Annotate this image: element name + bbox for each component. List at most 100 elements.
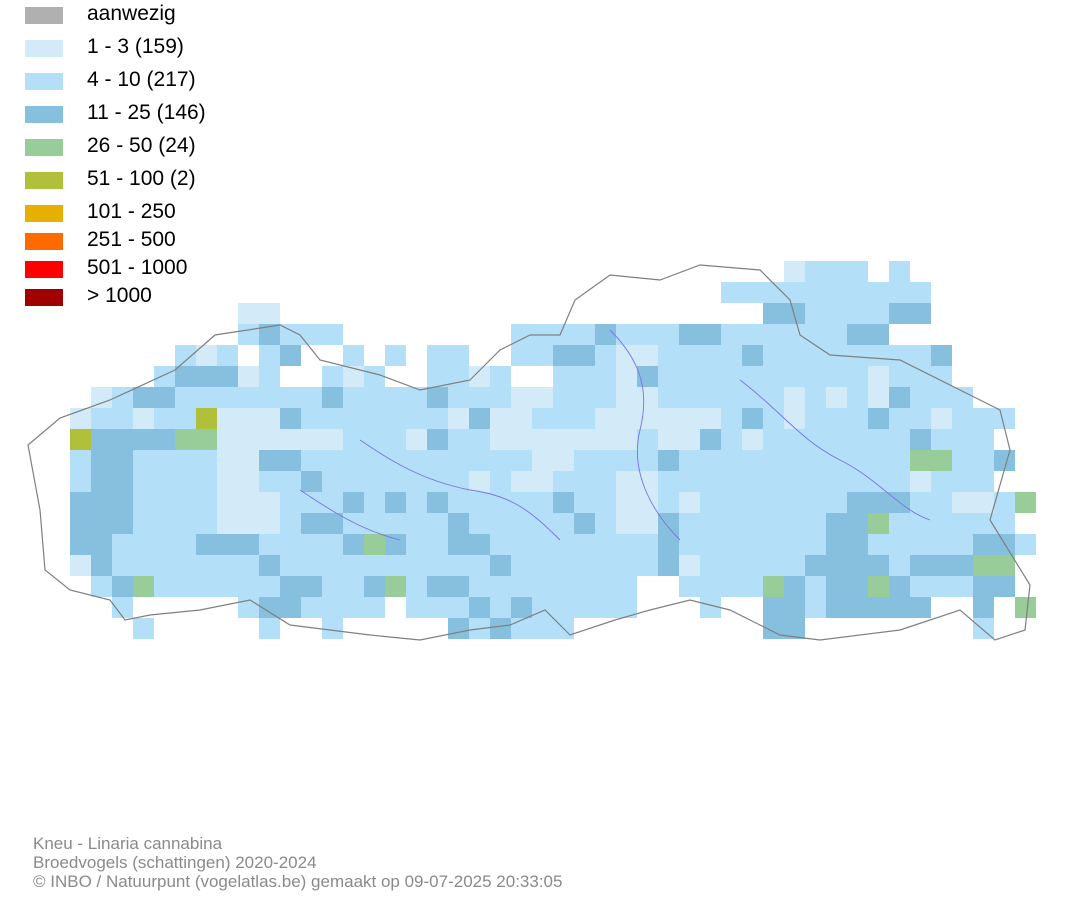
grid-cell xyxy=(364,471,385,492)
grid-cell xyxy=(238,576,259,597)
region-boundary xyxy=(27,264,1031,641)
grid-cell xyxy=(994,408,1015,429)
grid-cell xyxy=(637,408,658,429)
grid-cell xyxy=(616,450,637,471)
grid-cell xyxy=(784,366,805,387)
grid-cell xyxy=(511,324,532,345)
grid-cell xyxy=(616,387,637,408)
grid-cell xyxy=(322,408,343,429)
grid-cell xyxy=(301,555,322,576)
grid-cell xyxy=(280,387,301,408)
grid-cell xyxy=(259,618,280,639)
grid-cell xyxy=(742,282,763,303)
grid-cell xyxy=(931,513,952,534)
grid-cell xyxy=(196,471,217,492)
grid-cell xyxy=(343,534,364,555)
grid-cell xyxy=(532,471,553,492)
grid-cell xyxy=(700,345,721,366)
grid-cell xyxy=(1015,534,1036,555)
grid-cell xyxy=(721,429,742,450)
grid-cell xyxy=(154,450,175,471)
grid-cell xyxy=(868,429,889,450)
grid-cell xyxy=(301,408,322,429)
grid-cell xyxy=(469,492,490,513)
grid-cell xyxy=(805,513,826,534)
grid-cell xyxy=(973,534,994,555)
grid-cell xyxy=(742,429,763,450)
grid-cell xyxy=(784,303,805,324)
grid-cell xyxy=(175,513,196,534)
grid-cell xyxy=(952,471,973,492)
grid-cell xyxy=(364,429,385,450)
grid-cell xyxy=(994,576,1015,597)
grid-cell xyxy=(763,450,784,471)
grid-cell xyxy=(175,345,196,366)
grid-cell xyxy=(763,576,784,597)
grid-cell xyxy=(427,576,448,597)
grid-cell xyxy=(763,597,784,618)
grid-cell xyxy=(511,450,532,471)
grid-cell xyxy=(574,492,595,513)
grid-cell xyxy=(742,534,763,555)
grid-cell xyxy=(679,366,700,387)
grid-cell xyxy=(847,555,868,576)
river-line xyxy=(359,439,561,541)
grid-cell xyxy=(553,555,574,576)
grid-cell xyxy=(406,471,427,492)
grid-cell xyxy=(721,492,742,513)
grid-cell xyxy=(196,366,217,387)
grid-cell xyxy=(595,408,616,429)
grid-cell xyxy=(931,387,952,408)
grid-cell xyxy=(805,366,826,387)
grid-cell xyxy=(301,576,322,597)
grid-cell xyxy=(322,387,343,408)
grid-cell xyxy=(238,492,259,513)
grid-cell xyxy=(511,513,532,534)
grid-cell xyxy=(196,387,217,408)
grid-cell xyxy=(889,576,910,597)
grid-cell xyxy=(469,576,490,597)
grid-cell xyxy=(553,324,574,345)
grid-cell xyxy=(427,492,448,513)
grid-cell xyxy=(238,303,259,324)
grid-cell xyxy=(973,618,994,639)
grid-cell xyxy=(259,534,280,555)
grid-cell xyxy=(616,345,637,366)
grid-cell xyxy=(889,597,910,618)
grid-cell xyxy=(910,471,931,492)
grid-cell xyxy=(805,555,826,576)
grid-cell xyxy=(343,555,364,576)
grid-cell xyxy=(217,387,238,408)
grid-cell xyxy=(154,408,175,429)
grid-cell xyxy=(553,429,574,450)
grid-cell xyxy=(952,534,973,555)
grid-cell xyxy=(847,471,868,492)
grid-cell xyxy=(343,597,364,618)
grid-cell xyxy=(490,534,511,555)
grid-cell xyxy=(553,534,574,555)
grid-cell xyxy=(385,576,406,597)
grid-cell xyxy=(931,450,952,471)
grid-cell xyxy=(532,555,553,576)
grid-cell xyxy=(217,429,238,450)
grid-cell xyxy=(490,492,511,513)
grid-cell xyxy=(364,450,385,471)
grid-cell xyxy=(511,387,532,408)
legend-swatch xyxy=(25,73,63,90)
grid-cell xyxy=(826,408,847,429)
grid-cell xyxy=(154,429,175,450)
grid-cell xyxy=(406,450,427,471)
grid-cell xyxy=(91,555,112,576)
grid-cell xyxy=(700,324,721,345)
grid-cell xyxy=(847,492,868,513)
grid-cell xyxy=(595,597,616,618)
grid-cell xyxy=(847,450,868,471)
grid-cell xyxy=(511,555,532,576)
legend-label: 501 - 1000 xyxy=(87,256,188,279)
legend-label: 51 - 100 (2) xyxy=(87,167,196,190)
grid-cell xyxy=(910,429,931,450)
grid-cell xyxy=(385,492,406,513)
grid-cell xyxy=(742,450,763,471)
grid-cell xyxy=(721,282,742,303)
grid-cell xyxy=(196,576,217,597)
